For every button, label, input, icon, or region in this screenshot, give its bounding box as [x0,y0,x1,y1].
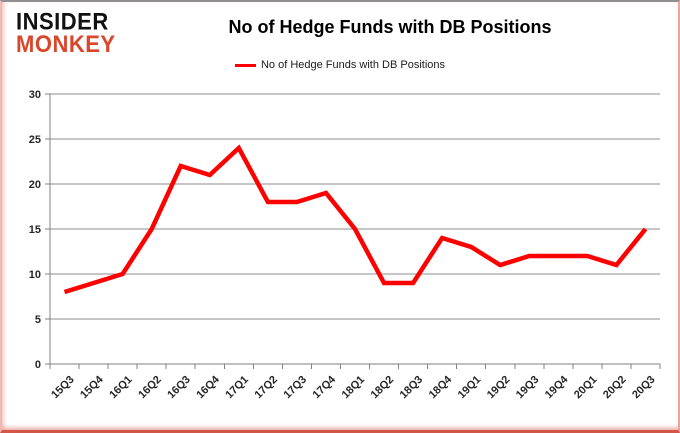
y-axis-label: 30 [29,89,41,101]
x-axis-label: 16Q2 [136,374,164,402]
legend-line-marker [234,63,256,67]
x-axis-label: 17Q1 [223,374,251,402]
x-axis-label: 17Q2 [252,374,280,402]
x-axis-label: 19Q2 [485,374,513,402]
logo-line1: INSIDER [16,7,109,35]
y-axis-label: 5 [35,314,41,326]
x-axis-label: 20Q2 [601,374,629,402]
chart-legend: No of Hedge Funds with DB Positions [2,59,678,71]
x-axis-label: 20Q1 [572,374,600,402]
x-axis-label: 17Q3 [282,374,310,402]
x-axis-label: 19Q4 [543,373,571,401]
y-axis-label: 20 [29,179,41,191]
insider-monkey-logo: INSIDER MONKEY [16,7,116,58]
x-axis-label: 19Q1 [456,374,484,402]
x-axis-label: 15Q3 [49,374,77,402]
x-axis-label: 20Q3 [630,374,658,402]
x-axis-label: 16Q1 [107,374,135,402]
y-axis-label: 15 [29,224,41,236]
legend-label: No of Hedge Funds with DB Positions [260,59,446,71]
x-axis-label: 18Q2 [369,374,397,402]
x-axis-label: 19Q3 [514,374,542,402]
chart-title: No of Hedge Funds with DB Positions [228,17,552,37]
line-chart: 0 5 10 15 20 25 30 15Q3 15Q4 16Q1 16Q2 16Q3 16Q4 17Q1… [29,89,661,402]
x-axis-label: 18Q4 [427,373,455,401]
x-axis-label: 16Q3 [165,374,193,402]
y-axis-label: 10 [29,269,41,281]
x-axis-label: 16Q4 [194,373,222,401]
x-axis-label: 18Q3 [398,374,426,402]
logo-line2: MONKEY [16,30,116,58]
x-axis-label: 18Q1 [340,374,368,402]
x-axis-label: 17Q4 [311,373,339,401]
series-line [63,144,648,295]
y-axis-label: 0 [35,359,41,371]
x-axis-label: 15Q4 [78,373,106,401]
y-axis-label: 25 [29,134,41,146]
